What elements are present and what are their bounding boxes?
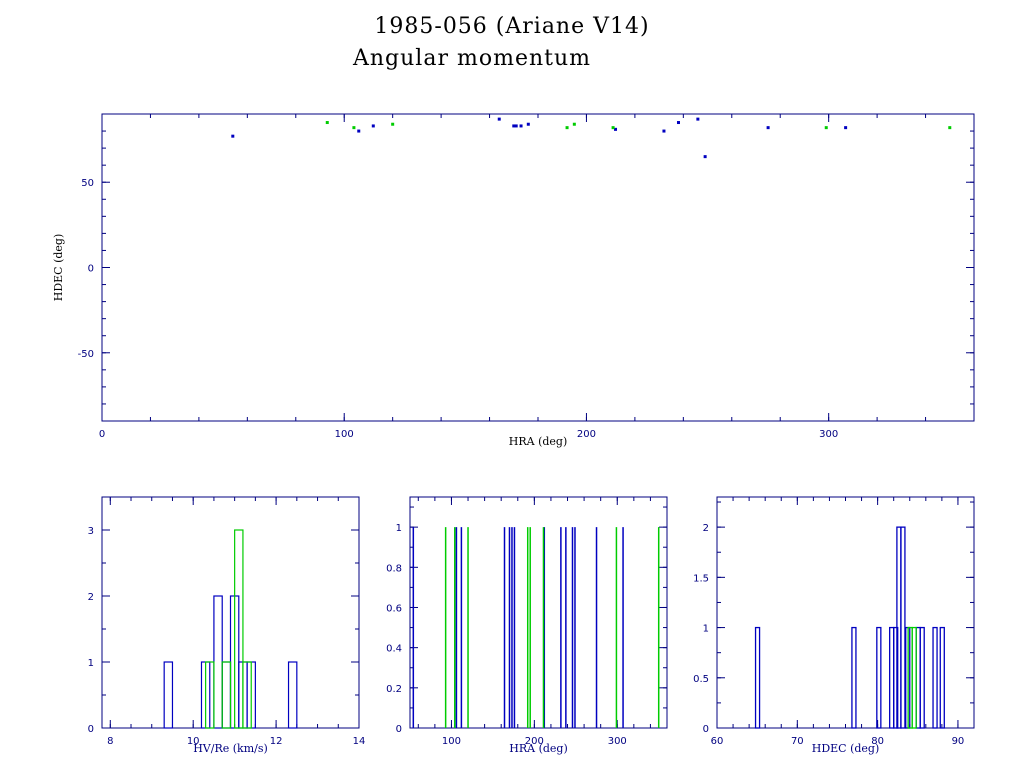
scatter-point-blue	[497, 117, 501, 121]
y-tick-label: 1.5	[693, 573, 709, 584]
y-tick-label: 0.8	[386, 563, 402, 574]
plot-frame-0	[101, 113, 975, 422]
histogram-bar-blue	[221, 661, 232, 729]
scatter-point-blue	[371, 124, 375, 128]
scatter-point-blue	[526, 122, 530, 126]
scatter-point-blue	[519, 124, 523, 128]
x-tick-label: 200	[577, 429, 596, 440]
scatter-point-green	[824, 126, 828, 130]
y-tick-label: 1	[396, 523, 402, 534]
histogram-bar-blue	[919, 626, 925, 729]
x-tick-label: 200	[525, 736, 544, 747]
histogram-bar-blue	[287, 661, 298, 729]
scatter-point-blue	[357, 129, 361, 133]
histogram-bar-blue	[851, 626, 857, 729]
histogram-bar-blue	[939, 626, 945, 729]
x-tick-label: 300	[608, 736, 627, 747]
scatter-point-green	[565, 126, 569, 130]
scatter-point-blue	[514, 124, 518, 128]
chart-title-line1: 1985-056 (Ariane V14)	[374, 14, 650, 39]
scatter-point-blue	[703, 155, 707, 159]
y-tick-label: 2	[703, 523, 709, 534]
plot-frame-2	[409, 496, 668, 729]
x-tick-label: 100	[442, 736, 461, 747]
x-axis-label: HDEC (deg)	[812, 742, 880, 755]
y-tick-label: 50	[81, 178, 94, 189]
x-tick-label: 80	[871, 736, 884, 747]
scatter-point-blue	[662, 129, 666, 133]
histogram-bar-green	[234, 529, 244, 729]
histogram-bar-blue	[932, 626, 938, 729]
y-tick-label: 0	[88, 264, 94, 275]
scatter-point-green	[611, 126, 615, 130]
x-tick-label: 8	[107, 736, 113, 747]
scatter-point-green	[352, 126, 356, 130]
scatter-point-blue	[231, 134, 235, 138]
x-tick-label: 300	[819, 429, 838, 440]
x-tick-label: 90	[952, 736, 965, 747]
x-tick-label: 100	[335, 429, 354, 440]
scatter-point-blue	[844, 126, 848, 130]
x-tick-label: 60	[711, 736, 724, 747]
histogram-bar-green	[242, 661, 252, 729]
x-tick-label: 70	[791, 736, 804, 747]
histogram-bar-blue	[213, 595, 223, 729]
y-tick-label: 3	[88, 526, 94, 537]
y-tick-label: -50	[78, 349, 94, 360]
y-tick-label: 0	[88, 724, 94, 735]
histogram-bar-blue	[893, 626, 899, 729]
x-axis-label: HV/Re (km/s)	[193, 742, 268, 755]
scatter-point-blue	[512, 124, 516, 128]
x-axis-label: HRA (deg)	[509, 742, 568, 755]
y-tick-label: 0.2	[386, 684, 402, 695]
y-tick-label: 2	[88, 592, 94, 603]
y-tick-label: 0	[396, 724, 402, 735]
histogram-bar-blue	[900, 526, 906, 729]
y-axis-label: HDEC (deg)	[52, 234, 65, 302]
scatter-point-blue	[676, 121, 680, 125]
y-tick-label: 0.6	[386, 603, 402, 614]
scatter-point-blue	[614, 127, 618, 131]
scatter-point-green	[391, 122, 395, 126]
scatter-point-green	[325, 121, 329, 125]
histogram-bar-green	[221, 661, 232, 729]
x-tick-label: 10	[187, 736, 200, 747]
y-tick-label: 1	[703, 624, 709, 635]
scatter-point-blue	[766, 126, 770, 130]
x-tick-label: 12	[270, 736, 283, 747]
histogram-bar-blue	[754, 626, 761, 729]
scatter-point-green	[572, 122, 576, 126]
x-tick-label: 14	[353, 736, 366, 747]
histogram-bar-blue	[876, 626, 882, 729]
scatter-point-blue	[696, 117, 700, 121]
histogram-bar-green	[205, 661, 215, 729]
x-tick-label: 0	[99, 429, 105, 440]
scatter-point-green	[948, 126, 952, 130]
y-tick-label: 0	[703, 724, 709, 735]
x-axis-label: HRA (deg)	[509, 435, 568, 448]
y-tick-label: 0.5	[693, 674, 709, 685]
y-tick-label: 1	[88, 658, 94, 669]
y-tick-label: 0.4	[386, 644, 402, 655]
histogram-bar-green	[911, 626, 917, 729]
chart-title-line2: Angular momentum	[353, 46, 591, 71]
histogram-bar-blue	[163, 661, 174, 729]
